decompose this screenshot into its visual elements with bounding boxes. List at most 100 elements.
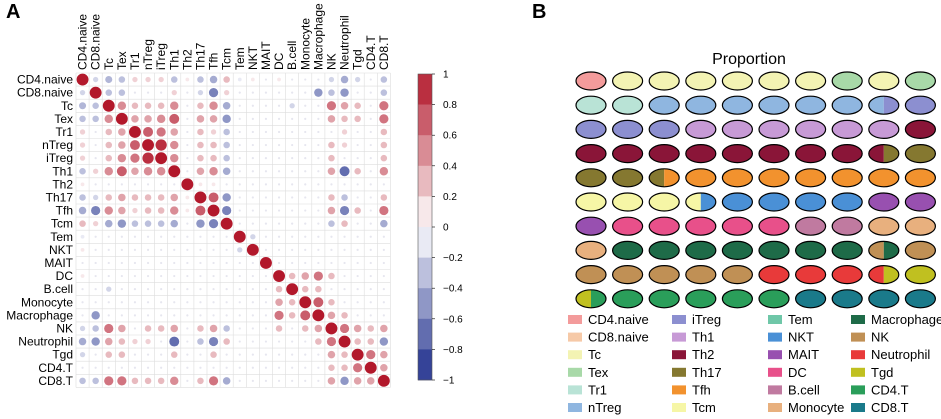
corr-circle-CD4.T-Tem bbox=[238, 366, 241, 369]
ellipse-fill-Neutrophil bbox=[794, 265, 827, 285]
proportion-ellipse bbox=[721, 71, 754, 91]
corr-circle-NK-Tr1 bbox=[133, 327, 137, 330]
legend-entry: MAIT bbox=[768, 347, 819, 362]
row-labels: CD4.naiveCD8.naiveTcTexTr1nTregiTregTh1T… bbox=[6, 73, 73, 388]
proportion-ellipse bbox=[721, 192, 754, 212]
corr-circle-Tr1-nTreg bbox=[143, 126, 154, 137]
corr-circle-iTreg-CD4.T bbox=[369, 157, 372, 160]
corr-circle-NKT-Tex bbox=[120, 248, 123, 251]
corr-circle-NKT-NK bbox=[330, 248, 333, 251]
corr-circle-CD4.T-CD4.naive bbox=[81, 366, 84, 369]
corr-circle-B.cell-Neutrophil bbox=[343, 288, 346, 291]
proportion-title: Proportion bbox=[712, 51, 786, 68]
ellipse-outline bbox=[868, 95, 900, 115]
corr-circle-NKT-Th1 bbox=[173, 248, 176, 251]
legend-label: Tcm bbox=[692, 400, 716, 415]
corr-circle-Tem-Tcm bbox=[225, 235, 228, 238]
corr-circle-iTreg-Tgd bbox=[356, 157, 359, 160]
legend-swatch-NKT bbox=[768, 332, 782, 342]
corr-circle-CD4.naive-Macrophage bbox=[317, 78, 320, 81]
corr-circle-Tc-Th17 bbox=[197, 102, 204, 110]
corr-circle-MAIT-Tem bbox=[238, 261, 241, 265]
corr-circle-Th2-CD4.T bbox=[369, 183, 372, 186]
corr-circle-CD8.T-CD8.naive bbox=[92, 377, 99, 385]
proportion-ellipse bbox=[648, 216, 680, 236]
corr-circle-Monocyte-Tfh bbox=[212, 301, 215, 304]
ellipse-fill-CD4.T bbox=[721, 289, 754, 309]
corr-circle-Th1-NK bbox=[327, 167, 336, 176]
legend-entry: Tc bbox=[568, 347, 602, 362]
corr-circle-B.cell-Tfh bbox=[212, 288, 215, 291]
corr-circle-Tem-Tex bbox=[120, 235, 123, 238]
legend-label: Macrophage bbox=[871, 312, 941, 327]
legend-swatch-Monocyte bbox=[768, 403, 782, 412]
corr-circle-NKT-Tcm bbox=[225, 248, 228, 251]
corr-circle-Tgd-Macrophage bbox=[317, 353, 320, 356]
legend-swatch-NK bbox=[851, 332, 865, 342]
corr-circle-nTreg-Tr1 bbox=[129, 140, 140, 151]
corr-circle-Tfh-DC bbox=[277, 209, 281, 212]
corr-circle-Th2-Macrophage bbox=[317, 183, 320, 186]
corr-circle-Monocyte-iTreg bbox=[160, 301, 163, 304]
proportion-ellipse bbox=[611, 192, 644, 212]
corr-circle-Tex-CD4.T bbox=[369, 117, 372, 120]
corr-circle-Tgd-NK bbox=[327, 350, 336, 359]
corr-circle-Th2-NKT bbox=[251, 183, 254, 186]
corr-circle-Tgd-Tem bbox=[238, 353, 241, 356]
ellipse-fill-Tc bbox=[611, 71, 644, 91]
corr-circle-iTreg-Th1 bbox=[170, 153, 179, 163]
corr-circle-Th2-Tcm bbox=[225, 183, 228, 186]
proportion-ellipse bbox=[648, 144, 680, 164]
colorbar-ticks: 1 0.8 0.6 0.4 0.2 0 −0.2 −0.4 −0.6 −0.8 −1 bbox=[432, 70, 463, 387]
corr-circle-CD8.T-MAIT bbox=[264, 379, 268, 382]
corr-circle-Tfh-MAIT bbox=[264, 209, 268, 212]
ellipse-fill-nTreg bbox=[648, 95, 680, 115]
ellipse-fill-NK bbox=[611, 265, 644, 285]
legend-label: Monocyte bbox=[788, 400, 844, 415]
corr-circle-Tem-Tgd bbox=[356, 235, 359, 238]
corr-circle-Tem-Macrophage bbox=[317, 235, 320, 238]
corr-circle-Monocyte-DC bbox=[275, 298, 283, 307]
corr-circle-Th2-Tfh bbox=[211, 182, 216, 187]
corr-circle-NKT-Th17 bbox=[199, 248, 202, 251]
corr-circle-Monocyte-nTreg bbox=[146, 301, 150, 304]
column-label: Tgd bbox=[351, 49, 365, 70]
corr-circle-NK-Tem bbox=[238, 327, 241, 330]
corr-circle-Tem-MAIT bbox=[264, 235, 268, 238]
corr-circle-Tfh-Th2 bbox=[185, 208, 190, 213]
column-label: CD4.T bbox=[364, 35, 378, 70]
corr-circle-NKT-Tgd bbox=[356, 248, 359, 251]
proportion-ellipse bbox=[611, 71, 644, 91]
proportion-ellipse bbox=[575, 265, 607, 285]
corr-circle-Monocyte-NKT bbox=[251, 301, 254, 304]
proportion-ellipse bbox=[904, 216, 937, 236]
colorbar-block bbox=[418, 74, 432, 105]
proportion-ellipse bbox=[904, 240, 937, 260]
colorbar-tick-label: 0 bbox=[443, 223, 449, 234]
corr-circle-Tc-CD8.T bbox=[379, 101, 389, 111]
corr-circle-CD8.naive-Neutrophil bbox=[340, 88, 349, 97]
ellipse-fill-Macrophage bbox=[721, 240, 754, 260]
legend-label: nTreg bbox=[588, 400, 621, 415]
corr-circle-MAIT-CD8.T bbox=[382, 261, 385, 265]
legend-label: Tr1 bbox=[588, 382, 607, 397]
proportion-ellipse bbox=[648, 240, 680, 260]
corr-circle-Tex-Monocyte bbox=[304, 117, 307, 120]
corr-circle-iTreg-Tc bbox=[105, 154, 113, 162]
corr-circle-NKT-DC bbox=[277, 248, 281, 251]
proportion-ellipse bbox=[611, 265, 644, 285]
corr-circle-Tem-Neutrophil bbox=[343, 235, 346, 238]
legend-entry: Tgd bbox=[851, 365, 893, 380]
legend-swatch-iTreg bbox=[672, 315, 686, 324]
corr-circle-NKT-Tfh bbox=[212, 248, 215, 251]
ellipse-fill-Tfh bbox=[685, 168, 717, 188]
corr-circle-NKT-MAIT bbox=[264, 248, 268, 251]
corr-circle-CD8.T-CD8.T bbox=[377, 374, 390, 387]
corr-circle-Tc-Neutrophil bbox=[340, 101, 349, 110]
corr-circle-Tfh-nTreg bbox=[144, 207, 152, 214]
ellipse-fill-Tgd bbox=[904, 265, 937, 285]
corr-circle-Tex-Neutrophil bbox=[341, 115, 348, 123]
corr-circle-NK-CD8.naive bbox=[92, 325, 99, 332]
corr-circle-CD4.T-Th1 bbox=[173, 366, 176, 369]
corr-circle-Tcm-Tgd bbox=[356, 222, 359, 225]
